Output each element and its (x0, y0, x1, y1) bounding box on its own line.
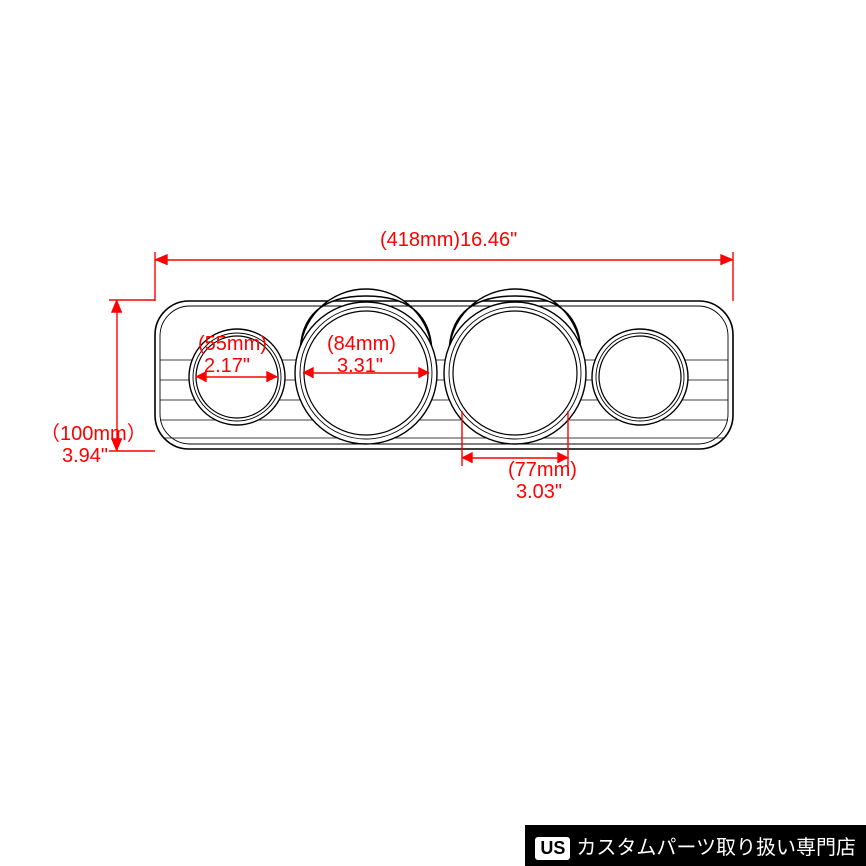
watermark-text: カスタムパーツ取り扱い専門店 (576, 837, 856, 859)
dim-inner-label: (77mm)3.03" (508, 459, 577, 503)
watermark: US カスタムパーツ取り扱い専門店 (525, 825, 866, 866)
watermark-badge: US (535, 837, 570, 860)
dim-width-label: (418mm)16.46" (380, 229, 517, 251)
dim-height-label: （100mm）3.94" (40, 423, 147, 467)
diagram-canvas: (418mm)16.46" （100mm）3.94" (55mm)2.17" (… (0, 0, 866, 866)
dim-small-label: (55mm)2.17" (198, 333, 267, 377)
dim-large-label: (84mm)3.31" (327, 333, 396, 377)
